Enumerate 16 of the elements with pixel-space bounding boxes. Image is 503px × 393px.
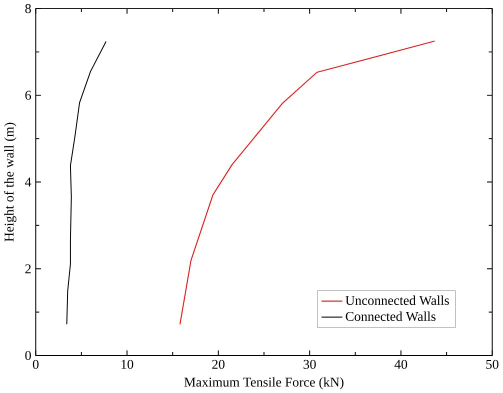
x-tick-label: 0	[32, 360, 39, 369]
y-tick-label: 2	[25, 264, 31, 274]
y-axis-title: Height of the wall (m)	[4, 122, 16, 242]
y-tick-label: 6	[25, 90, 32, 100]
line-series	[66, 40, 107, 325]
legend-label: Connected Walls	[346, 311, 436, 321]
x-axis-title: Maximum Tensile Force (kN)	[184, 377, 344, 390]
x-tick-label: 20	[212, 360, 225, 369]
x-tick-label: 10	[122, 360, 134, 369]
x-tick-label: 50	[486, 360, 498, 369]
x-tick-label: 40	[394, 360, 408, 369]
y-tick-label: 4	[25, 177, 32, 186]
y-tick-label: 0	[25, 350, 31, 360]
legend-label: Unconnected Walls	[346, 295, 449, 305]
x-tick-label: 30	[304, 360, 316, 369]
y-tick-label: 8	[25, 4, 31, 13]
